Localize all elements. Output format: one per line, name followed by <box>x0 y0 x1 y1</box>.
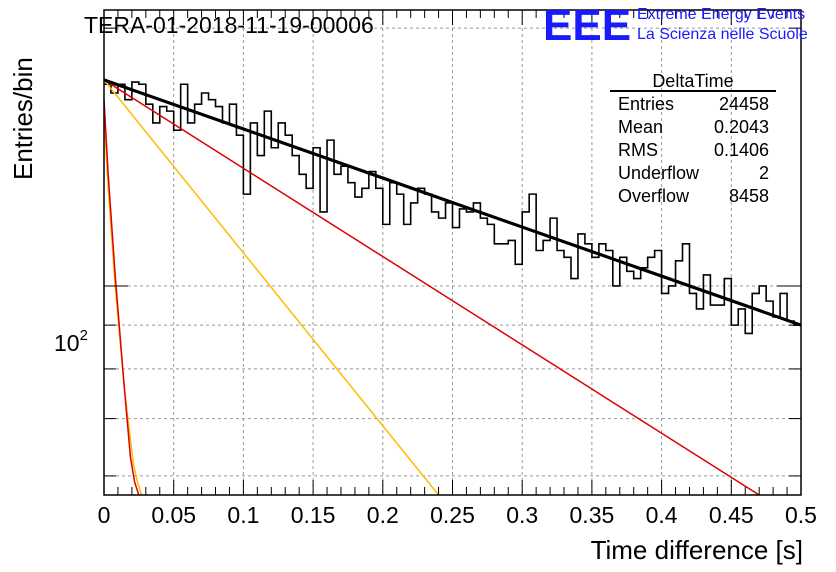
logo-line2: La Scienza nelle Scuole <box>637 26 808 43</box>
x-tick-labels: 0 0.05 0.1 0.15 0.2 0.25 0.3 0.35 0.4 0.45 0.5 <box>98 502 817 528</box>
x-tick-label: 0.4 <box>646 502 678 528</box>
x-tick-label: 0.25 <box>430 502 475 528</box>
stats-label: Entries <box>618 94 674 114</box>
stats-value: 24458 <box>719 94 769 114</box>
axis-ticks <box>103 10 802 495</box>
y-axis-label: Entries/bin <box>8 57 38 180</box>
x-tick-label: 0.35 <box>570 502 615 528</box>
x-axis-label: Time difference [s] <box>591 535 803 565</box>
stats-value: 0.1406 <box>714 140 769 160</box>
stats-label: Underflow <box>618 163 700 183</box>
chart-title: TERA-01-2018-11-19-00006 <box>84 12 374 38</box>
logo-line1: Extreme Energy Events <box>637 6 805 23</box>
stats-label: Overflow <box>618 186 690 206</box>
stats-value: 8458 <box>729 186 769 206</box>
stats-value: 0.2043 <box>714 117 769 137</box>
histogram-step-line <box>104 81 801 335</box>
fit-line-total <box>103 78 802 327</box>
y-tick-label-100: 102 <box>54 327 88 356</box>
x-tick-label: 0.05 <box>151 502 196 528</box>
stats-box: DeltaTime Entries 24458 Mean 0.2043 RMS 0.140… <box>610 71 776 206</box>
logo-mark: EEE <box>543 1 631 50</box>
x-tick-label: 0.2 <box>367 502 399 528</box>
x-tick-label: 0.3 <box>506 502 538 528</box>
x-tick-label: 0 <box>98 502 111 528</box>
stats-title: DeltaTime <box>652 71 733 91</box>
eee-logo: EEE Extreme Energy Events La Scienza nel… <box>543 1 808 50</box>
fit-line-2 <box>103 79 440 496</box>
x-tick-label: 0.1 <box>227 502 259 528</box>
stats-value: 2 <box>759 163 769 183</box>
x-tick-label: 0.5 <box>785 502 817 528</box>
histogram <box>104 81 801 335</box>
stats-label: Mean <box>618 117 663 137</box>
fit-line-4 <box>103 99 140 496</box>
fit-line-1 <box>103 79 760 496</box>
x-tick-label: 0.15 <box>291 502 336 528</box>
fit-curves <box>103 78 802 496</box>
fit-line-3 <box>103 115 143 496</box>
stats-label: RMS <box>618 140 658 160</box>
x-tick-label: 0.45 <box>709 502 754 528</box>
